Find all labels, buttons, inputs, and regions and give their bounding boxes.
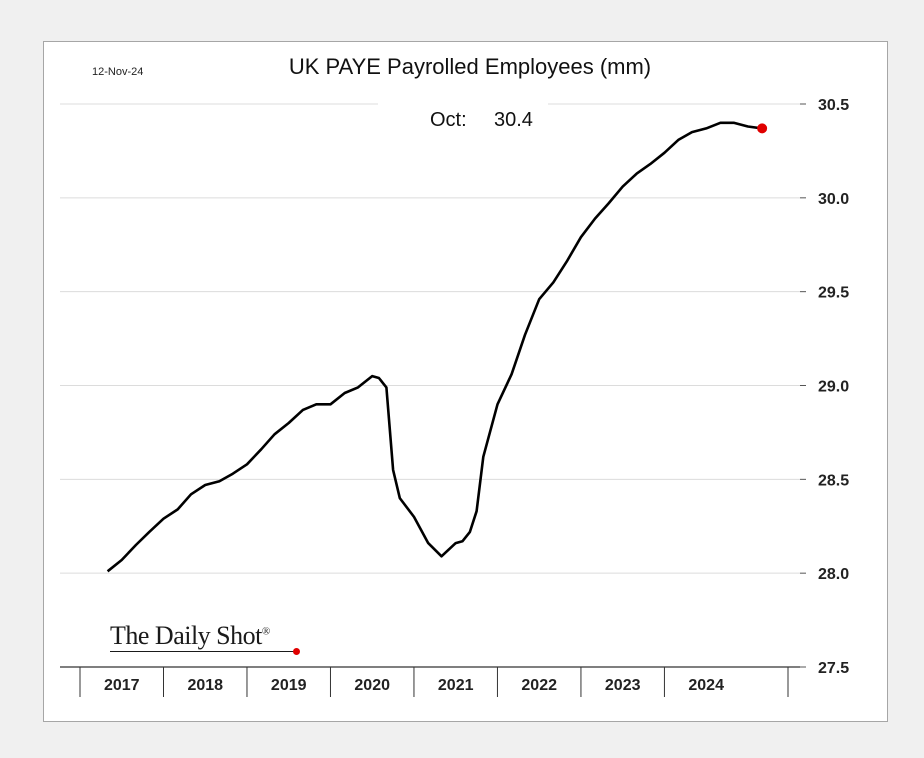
y-tick-label: 30.5 [818, 97, 849, 114]
y-tick-label: 29.5 [818, 285, 849, 302]
x-tick-label: 2017 [104, 677, 140, 694]
series-line [106, 121, 763, 573]
y-tick-label: 29.0 [818, 379, 849, 396]
x-tick-label: 2019 [271, 677, 307, 694]
x-axis: 2017 2018 2019 2020 2021 2022 2023 2024 [60, 666, 800, 697]
chart-panel [43, 41, 888, 722]
x-tick-label: 2021 [438, 677, 474, 694]
series-layer [106, 121, 768, 573]
brand-logo: The Daily Shot® [110, 621, 270, 651]
x-tick-label: 2018 [187, 677, 223, 694]
chart-title: UK PAYE Payrolled Employees (mm) [288, 54, 652, 79]
brand-underline [110, 651, 298, 652]
y-tick-label: 30.0 [818, 191, 849, 208]
x-tick-label: 2023 [605, 677, 641, 694]
gridlines [60, 103, 800, 574]
brand-registered-mark: ® [261, 625, 270, 638]
last-point-marker [757, 123, 768, 134]
x-tick-label: 2020 [354, 677, 390, 694]
x-tick-label: 2022 [521, 677, 557, 694]
latest-value: 30.4 [494, 109, 533, 131]
y-tick-label: 28.0 [818, 566, 849, 583]
date-stamp: 12-Nov-24 [92, 66, 144, 78]
latest-label: Oct: [430, 109, 467, 131]
x-tick-label: 2024 [688, 677, 724, 694]
brand-dot [293, 648, 300, 655]
brand-name: The Daily Shot [110, 621, 262, 650]
y-tick-label: 28.5 [818, 472, 849, 489]
y-tick-label: 27.5 [818, 660, 849, 677]
y-axis: 27.5 28.0 28.5 29.0 29.5 30.0 30.5 [800, 97, 849, 677]
